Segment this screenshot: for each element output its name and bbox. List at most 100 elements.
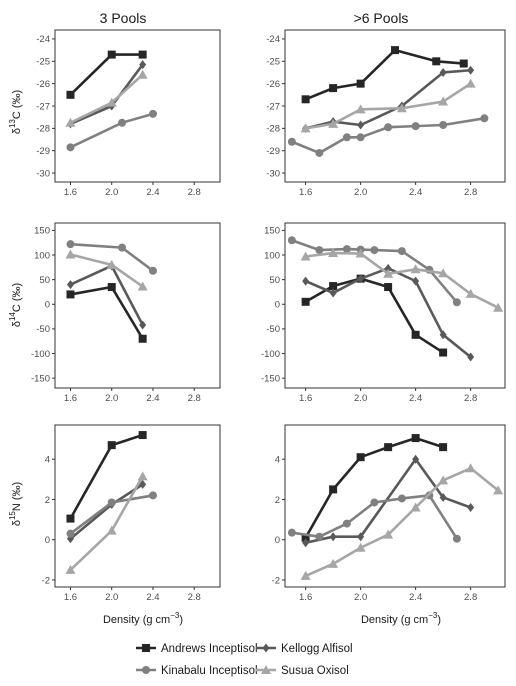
ylabel-d15n: δ15N (‰) bbox=[8, 482, 23, 526]
legend-label: Kinabalu Inceptisol bbox=[161, 665, 258, 677]
point-kinabalu-inceptisol bbox=[480, 114, 489, 123]
point-susua-oxisol bbox=[106, 97, 117, 107]
point-susua-oxisol bbox=[465, 78, 476, 88]
y-tick-label: -27 bbox=[266, 101, 280, 112]
legend-marker-triangle bbox=[261, 665, 271, 674]
point-kellogg-alfisol bbox=[439, 67, 447, 77]
panel-d14C-6pools: 1.6 2.0 2.4 2.8 -150 -100 -50 0 50 100 150 bbox=[261, 222, 506, 404]
column-title-3-pools: 3 Pools bbox=[100, 10, 147, 26]
series-line-kellogg-alfisol bbox=[305, 68, 471, 130]
ylabel-d14c: δ14C (‰) bbox=[8, 283, 23, 327]
y-tick-label: -29 bbox=[266, 146, 280, 157]
point-susua-oxisol bbox=[137, 281, 148, 291]
series-line-andrews-inceptisol bbox=[304, 436, 444, 539]
point-andrews-inceptisol bbox=[301, 297, 310, 306]
column-title-6-pools: >6 Pools bbox=[354, 10, 409, 26]
y-tick-label: 100 bbox=[264, 250, 280, 261]
point-kellogg-alfisol bbox=[357, 532, 365, 542]
point-kellogg-alfisol bbox=[357, 120, 365, 130]
y-tick-label: -30 bbox=[36, 168, 50, 179]
point-susua-oxisol bbox=[383, 268, 394, 278]
y-tick-label: -24 bbox=[266, 34, 280, 45]
y-tick-label: 150 bbox=[264, 226, 280, 237]
point-kinabalu-inceptisol bbox=[66, 529, 75, 538]
point-kinabalu-inceptisol bbox=[397, 494, 406, 503]
y-tick-label: -26 bbox=[36, 79, 50, 90]
y-tick-label: 50 bbox=[39, 275, 50, 286]
xlabel-6-pools: Density (g cm−3) bbox=[361, 611, 441, 626]
point-andrews-inceptisol bbox=[301, 533, 310, 542]
x-tick-label: 2.4 bbox=[409, 592, 422, 603]
series-line-andrews-inceptisol bbox=[69, 53, 143, 96]
point-susua-oxisol bbox=[493, 302, 504, 312]
point-kellogg-alfisol bbox=[439, 492, 447, 502]
point-kinabalu-inceptisol bbox=[452, 298, 461, 307]
x-tick-label: 1.6 bbox=[299, 187, 312, 198]
point-susua-oxisol bbox=[328, 118, 339, 128]
point-kellogg-alfisol bbox=[329, 532, 337, 542]
legend-label: Andrews Inceptisol bbox=[161, 643, 258, 655]
point-andrews-inceptisol bbox=[459, 59, 468, 68]
point-kinabalu-inceptisol bbox=[315, 148, 324, 157]
legend-marker-circle bbox=[142, 666, 150, 674]
point-kinabalu-inceptisol bbox=[439, 121, 448, 129]
point-andrews-inceptisol bbox=[439, 443, 448, 452]
point-kellogg-alfisol bbox=[139, 60, 147, 70]
y-tick-label: 0 bbox=[275, 300, 280, 311]
legend-label: Kellogg Alfisol bbox=[281, 643, 353, 655]
point-susua-oxisol bbox=[438, 475, 449, 485]
x-tick-label: 2.8 bbox=[464, 187, 477, 198]
point-andrews-inceptisol bbox=[66, 290, 75, 299]
point-kinabalu-inceptisol bbox=[315, 532, 324, 541]
y-tick-label: -100 bbox=[31, 349, 50, 360]
panel-d13C-6pools: 1.6 2.0 2.4 2.8 -30 -29 -28 -27 -26 -25 -24 bbox=[266, 29, 506, 198]
point-kellogg-alfisol bbox=[329, 288, 337, 298]
x-tick-label: 2.8 bbox=[464, 393, 477, 404]
point-susua-oxisol bbox=[465, 463, 476, 473]
point-kinabalu-inceptisol bbox=[287, 236, 296, 245]
point-andrews-inceptisol bbox=[384, 443, 393, 452]
point-andrews-inceptisol bbox=[107, 50, 116, 59]
x-tick-label: 2.8 bbox=[464, 592, 477, 603]
y-tick-label: -50 bbox=[36, 324, 50, 335]
point-susua-oxisol bbox=[65, 249, 76, 259]
panel-frame bbox=[284, 222, 506, 389]
series-line-kellogg-alfisol bbox=[69, 63, 144, 126]
point-kinabalu-inceptisol bbox=[148, 109, 157, 118]
legend-label: Susua Oxisol bbox=[281, 665, 349, 677]
series-line-andrews-inceptisol bbox=[304, 277, 444, 354]
series-line-kellogg-alfisol bbox=[69, 483, 144, 540]
point-andrews-inceptisol bbox=[107, 441, 116, 450]
x-tick-label: 1.6 bbox=[64, 592, 77, 603]
series-line-kinabalu-inceptisol bbox=[291, 117, 485, 155]
point-kellogg-alfisol bbox=[467, 65, 475, 75]
y-tick-label: 2 bbox=[45, 495, 50, 506]
y-tick-label: -26 bbox=[266, 79, 280, 90]
panels: 1.6 2.0 2.4 2.8-30-29-28-27-26-25-241.6 2.0 2… bbox=[31, 29, 506, 603]
point-andrews-inceptisol bbox=[138, 334, 147, 343]
y-tick-label: -50 bbox=[266, 324, 280, 335]
point-kellogg-alfisol bbox=[412, 454, 420, 464]
point-kinabalu-inceptisol bbox=[107, 498, 116, 507]
x-tick-label: 2.4 bbox=[146, 393, 159, 404]
x-tick-label: 1.6 bbox=[299, 393, 312, 404]
point-susua-oxisol bbox=[300, 123, 311, 133]
legend-item-andrews-inceptisol: Andrews Inceptisol bbox=[136, 643, 258, 655]
point-andrews-inceptisol bbox=[138, 50, 147, 59]
series-line-andrews-inceptisol bbox=[305, 48, 464, 101]
point-susua-oxisol bbox=[396, 103, 407, 113]
panel-d15N-3pools: 1.6 2.0 2.4 2.8 -2 0 2 4 bbox=[42, 424, 221, 603]
point-susua-oxisol bbox=[438, 268, 449, 278]
y-tick-label: 50 bbox=[269, 275, 280, 286]
y-tick-label: -25 bbox=[266, 57, 280, 68]
point-kinabalu-inceptisol bbox=[66, 143, 75, 152]
point-kinabalu-inceptisol bbox=[287, 137, 296, 146]
point-susua-oxisol bbox=[65, 564, 76, 574]
panel-d14C-3pools: 1.6 2.0 2.4 2.8 -150 -100 -50 0 50 100 150 bbox=[31, 222, 221, 404]
panel-d15N-6pools: 1.6 2.0 2.4 2.8 -2 0 2 4 bbox=[272, 424, 506, 603]
point-andrews-inceptisol bbox=[411, 434, 420, 443]
point-susua-oxisol bbox=[328, 558, 339, 568]
point-susua-oxisol bbox=[355, 248, 366, 258]
panel-frame bbox=[54, 29, 221, 183]
point-susua-oxisol bbox=[438, 96, 449, 106]
